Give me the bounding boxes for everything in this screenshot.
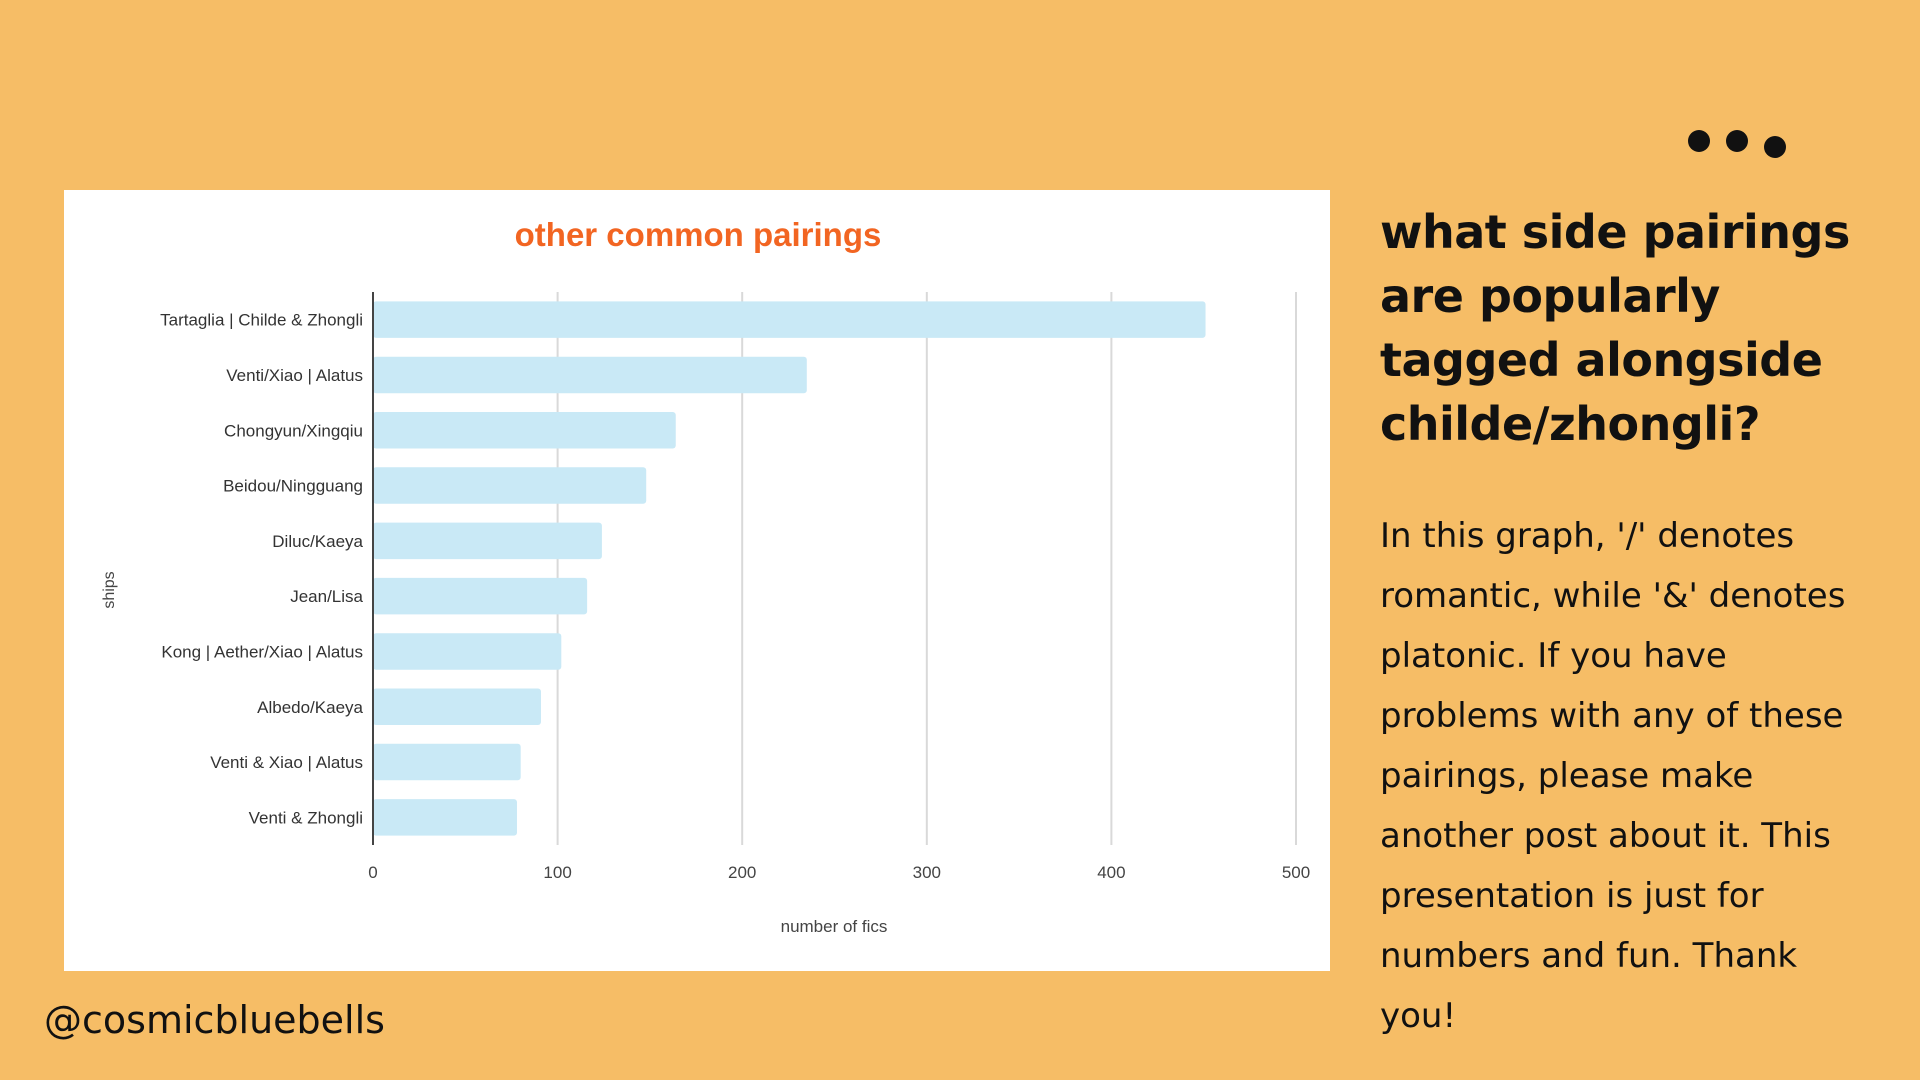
category-label: Diluc/Kaeya — [272, 532, 363, 551]
chart-card: other common pairings Tartaglia | Childe… — [64, 190, 1330, 971]
category-label: Chongyun/Xingqiu — [224, 421, 363, 440]
bar — [373, 301, 1206, 338]
category-labels: Tartaglia | Childe & Zhongli Venti/Xiao |… — [160, 311, 363, 828]
category-label: Venti & Zhongli — [249, 808, 363, 827]
x-tick-labels: 0 100 200 300 400 500 — [368, 863, 1310, 882]
x-tick-label: 200 — [728, 863, 756, 882]
author-handle: @cosmicbluebells — [44, 998, 385, 1042]
slide-heading: what side pairings are popularly tagged … — [1380, 205, 1850, 451]
category-label: Beidou/Ningguang — [223, 477, 363, 496]
bar — [373, 799, 517, 836]
bar — [373, 522, 602, 560]
category-label: Venti/Xiao | Alatus — [226, 366, 363, 385]
x-tick-label: 100 — [543, 863, 571, 882]
category-label: Venti & Xiao | Alatus — [210, 753, 363, 772]
bar — [373, 467, 647, 504]
bar — [373, 356, 807, 394]
bar — [373, 412, 676, 449]
x-tick-label: 300 — [913, 863, 941, 882]
y-axis-title: ships — [101, 571, 118, 608]
chart-title: other common pairings — [515, 216, 882, 253]
bar — [373, 577, 588, 615]
category-label: Albedo/Kaeya — [257, 698, 363, 717]
x-axis-title: number of fics — [781, 917, 888, 936]
slide-description: In this graph, '/' denotes romantic, whi… — [1380, 516, 1846, 1036]
category-label: Tartaglia | Childe & Zhongli — [160, 311, 363, 330]
bar-chart: other common pairings Tartaglia | Childe… — [101, 216, 1310, 936]
x-tick-label: 400 — [1097, 863, 1125, 882]
category-label: Jean/Lisa — [290, 587, 363, 606]
x-tick-label: 0 — [368, 863, 377, 882]
x-tick-label: 500 — [1282, 863, 1310, 882]
bar — [373, 633, 562, 670]
bar — [373, 743, 521, 781]
more-dots-icon — [1688, 126, 1792, 166]
category-label: Kong | Aether/Xiao | Alatus — [161, 642, 363, 661]
bars — [373, 301, 1206, 836]
bar — [373, 688, 541, 725]
